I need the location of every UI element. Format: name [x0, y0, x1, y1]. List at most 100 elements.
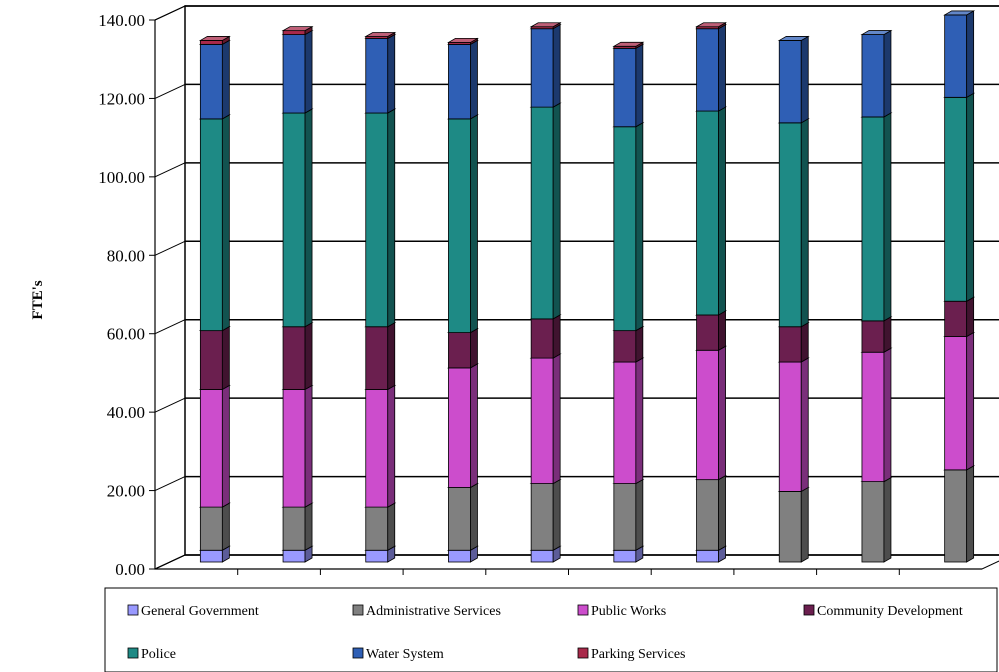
bar-segment-administrative-services — [612, 478, 645, 551]
bar-top — [695, 22, 728, 28]
bar-front — [199, 330, 223, 390]
bar-segment-water-system — [529, 23, 562, 108]
bar-front — [613, 549, 637, 563]
bar-front — [282, 549, 306, 563]
legend-swatch — [803, 604, 815, 616]
y-tick-label: 20.00 — [107, 482, 145, 501]
bar-front — [696, 479, 719, 551]
bar-segment-community-development — [777, 322, 810, 363]
bar-front — [944, 300, 968, 337]
bar-front — [448, 332, 471, 369]
bar-segment-community-development — [860, 316, 893, 353]
bar-segment-parking-services — [529, 22, 562, 30]
bar-front — [448, 118, 471, 333]
legend-item: General Government — [127, 604, 259, 619]
bar-segment-community-development — [695, 310, 728, 351]
gridline-side — [154, 554, 186, 570]
bar-front — [778, 491, 802, 563]
bar-top — [777, 36, 810, 41]
bar-side — [552, 314, 561, 359]
legend-item: Police — [127, 647, 176, 662]
bar-stack — [198, 35, 231, 563]
bar-top — [860, 30, 893, 35]
bar-front — [365, 112, 389, 328]
bar-side — [387, 384, 396, 508]
bar-side — [552, 353, 561, 485]
bar-segment-community-development — [612, 325, 645, 363]
bar-top — [612, 41, 645, 47]
bar-front — [613, 126, 637, 332]
bar-side — [718, 345, 726, 481]
bar-segment-administrative-services — [446, 482, 479, 551]
bar-front — [199, 549, 223, 563]
bar-side — [635, 43, 644, 128]
bar-stack — [612, 41, 645, 563]
bar-front — [282, 34, 306, 114]
legend-swatch — [352, 647, 364, 659]
bar-side — [221, 502, 230, 551]
bar-front — [530, 28, 554, 108]
legend-label: Community Development — [817, 604, 963, 619]
bar-segment-police — [695, 106, 728, 316]
bar-segment-water-system — [446, 39, 479, 120]
bar-segment-public-works — [364, 384, 397, 508]
bar-front — [365, 389, 389, 508]
bar-segment-water-system — [695, 23, 728, 112]
legend-item: Water System — [352, 647, 444, 662]
gridline-side — [154, 5, 186, 21]
bar-side — [800, 322, 809, 363]
bar-side — [470, 114, 478, 334]
y-tick-label: 120.00 — [98, 89, 145, 108]
bar-side — [470, 363, 478, 489]
bar-segment-community-development — [364, 322, 397, 391]
bar-side — [304, 322, 313, 391]
bar-front — [778, 40, 802, 124]
bar-side — [718, 474, 726, 551]
bar-side — [718, 23, 726, 112]
bar-segment-public-works — [446, 363, 479, 489]
legend-label: Parking Services — [591, 647, 685, 662]
y-tick-label: 80.00 — [107, 246, 145, 265]
bar-segment-water-system — [364, 33, 397, 114]
y-tick-label: 60.00 — [107, 325, 145, 344]
bar-segment-community-development — [529, 314, 562, 359]
bar-top — [364, 32, 397, 37]
bar-side — [470, 482, 478, 551]
legend: General Government Administrative Service… — [104, 587, 998, 672]
bar-segment-public-works — [695, 345, 728, 481]
bar-front — [199, 118, 223, 332]
bar-segment-administrative-services — [529, 478, 562, 551]
bar-side — [304, 29, 313, 114]
bar-side — [221, 325, 230, 391]
bar-segment-administrative-services — [777, 486, 810, 563]
bar-front — [696, 314, 719, 351]
bar-side — [304, 108, 313, 328]
legend-label: Public Works — [591, 604, 666, 619]
bar-segment-police — [860, 112, 893, 322]
legend-item: Parking Services — [577, 647, 685, 662]
bar-front — [861, 116, 885, 322]
bar-front — [199, 40, 223, 45]
bar-stack — [777, 35, 810, 563]
bar-stack — [860, 29, 893, 563]
y-tick-label: 100.00 — [98, 168, 145, 187]
bar-side — [470, 327, 478, 369]
bar-front — [696, 110, 719, 316]
bar-segment-community-development — [281, 322, 314, 391]
bar-stack — [446, 37, 479, 563]
bar-front — [199, 43, 223, 120]
bar-segment-parking-services — [198, 35, 231, 46]
legend-item: Public Works — [577, 604, 666, 619]
bar-segment-parking-services — [446, 37, 479, 46]
bar-front — [613, 361, 637, 484]
bar-side — [387, 33, 396, 114]
bar-stack — [695, 22, 728, 563]
bar-front — [944, 469, 968, 563]
bar-front — [861, 351, 885, 483]
bar-segment-parking-services — [364, 31, 397, 40]
y-tick-label: 0.00 — [115, 560, 145, 579]
bar-front — [282, 506, 306, 551]
bar-side — [800, 118, 809, 328]
bar-side — [221, 384, 230, 508]
